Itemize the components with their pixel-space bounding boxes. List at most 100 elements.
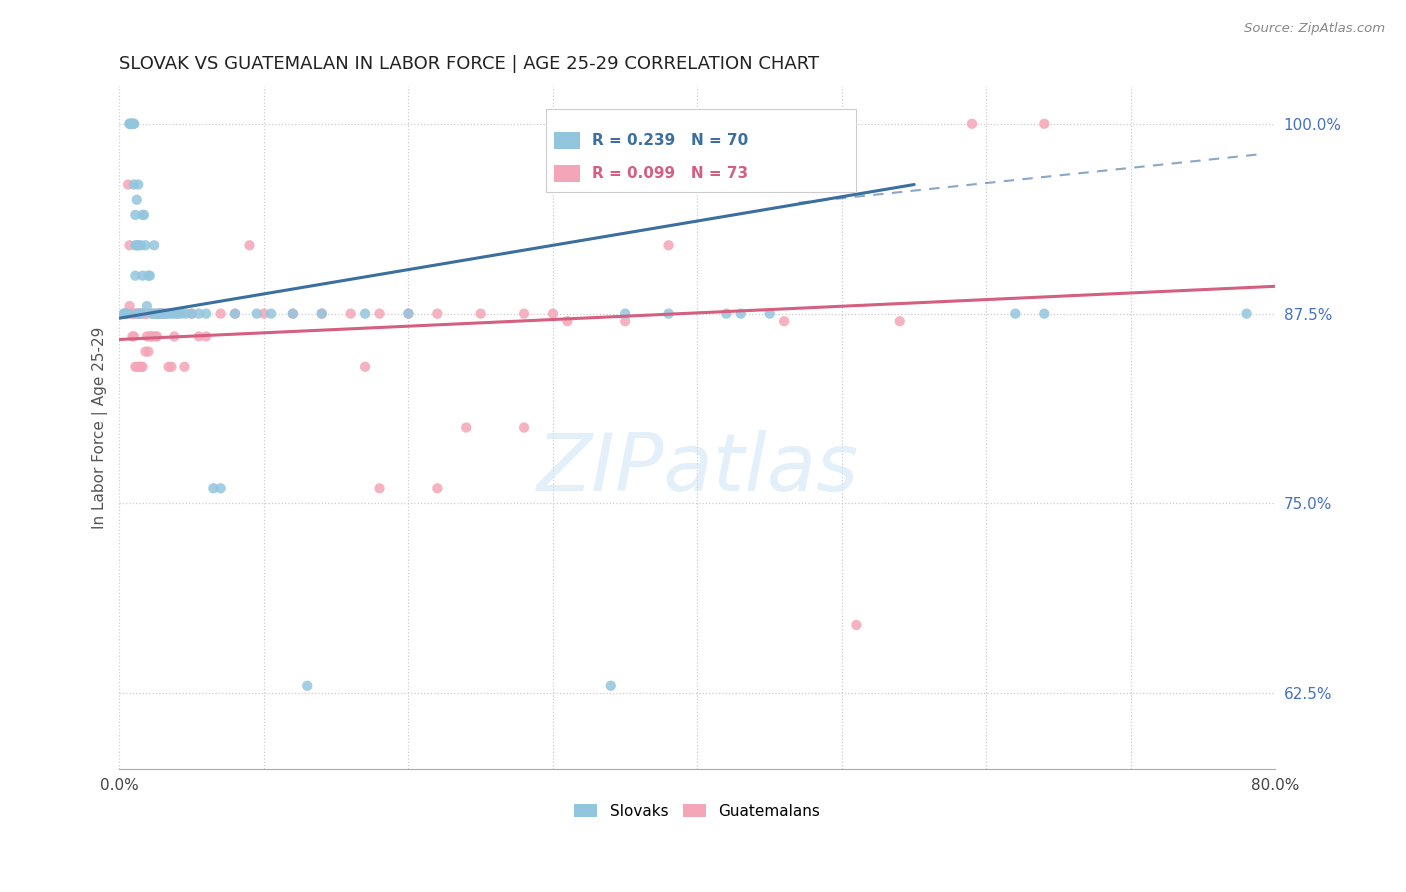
Point [180, 307, 202, 321]
Point [135, 329, 157, 343]
Point [354, 359, 377, 374]
Point [122, 329, 145, 343]
Text: ZIPatlas: ZIPatlas [536, 430, 859, 508]
Point [141, 307, 163, 321]
Point [398, 307, 420, 321]
Point [122, 178, 145, 192]
Point [139, 268, 162, 283]
Point [129, 307, 152, 321]
Point [773, 314, 796, 328]
Point [166, 307, 188, 321]
Point [129, 359, 152, 374]
Point [128, 359, 150, 374]
Point [238, 238, 260, 252]
Point [456, 420, 478, 434]
Point [470, 307, 492, 321]
Point [143, 238, 166, 252]
Point [311, 307, 333, 321]
Point [150, 307, 173, 321]
Point [513, 420, 536, 434]
Point [143, 307, 166, 321]
Point [134, 238, 156, 252]
Point [354, 307, 377, 321]
Point [114, 307, 136, 321]
Point [124, 359, 146, 374]
Point [166, 307, 188, 321]
Point [124, 307, 146, 321]
Point [339, 307, 361, 321]
Point [135, 299, 157, 313]
Point [124, 268, 146, 283]
Point [122, 307, 145, 321]
Point [128, 307, 150, 321]
Point [657, 307, 679, 321]
Point [157, 307, 180, 321]
Point [845, 618, 868, 632]
Point [114, 307, 136, 321]
Legend: Slovaks, Guatemalans: Slovaks, Guatemalans [569, 799, 825, 823]
Point [120, 117, 142, 131]
Point [125, 238, 148, 252]
Bar [554, 132, 581, 149]
Point [173, 359, 195, 374]
Point [170, 307, 193, 321]
Point [125, 307, 148, 321]
Point [127, 178, 149, 192]
Point [121, 307, 143, 321]
Point [163, 307, 186, 321]
Point [141, 329, 163, 343]
Point [368, 481, 391, 495]
Point [145, 329, 167, 343]
Point [149, 307, 172, 321]
Point [281, 307, 304, 321]
Point [128, 307, 150, 321]
Point [127, 307, 149, 321]
Point [117, 178, 139, 192]
Point [426, 307, 449, 321]
Point [426, 481, 449, 495]
Point [125, 359, 148, 374]
Text: SLOVAK VS GUATEMALAN IN LABOR FORCE | AGE 25-29 CORRELATION CHART: SLOVAK VS GUATEMALAN IN LABOR FORCE | AG… [120, 55, 820, 73]
Point [155, 307, 177, 321]
Point [730, 307, 752, 321]
Point [1004, 307, 1026, 321]
Point [125, 193, 148, 207]
Point [195, 307, 218, 321]
Point [138, 344, 160, 359]
Point [297, 679, 319, 693]
Point [224, 307, 246, 321]
Point [124, 208, 146, 222]
Point [209, 481, 232, 495]
Y-axis label: In Labor Force | Age 25-29: In Labor Force | Age 25-29 [93, 326, 108, 529]
Point [187, 329, 209, 343]
Point [121, 117, 143, 131]
Point [657, 238, 679, 252]
Point [148, 307, 170, 321]
Text: R = 0.239   N = 70: R = 0.239 N = 70 [592, 133, 748, 148]
Point [889, 314, 911, 328]
Point [599, 679, 621, 693]
Point [160, 359, 183, 374]
Point [148, 307, 170, 321]
Point [115, 307, 138, 321]
Point [131, 268, 153, 283]
Point [125, 307, 148, 321]
Point [121, 117, 143, 131]
Point [253, 307, 276, 321]
Point [163, 329, 186, 343]
Point [127, 238, 149, 252]
Point [195, 329, 218, 343]
Point [398, 307, 420, 321]
Point [115, 307, 138, 321]
Point [118, 117, 141, 131]
Point [209, 307, 232, 321]
Point [152, 307, 174, 321]
Point [120, 307, 142, 321]
Point [129, 238, 152, 252]
Point [117, 307, 139, 321]
Point [368, 307, 391, 321]
Point [260, 307, 283, 321]
Point [122, 117, 145, 131]
Point [135, 307, 157, 321]
Point [142, 329, 165, 343]
